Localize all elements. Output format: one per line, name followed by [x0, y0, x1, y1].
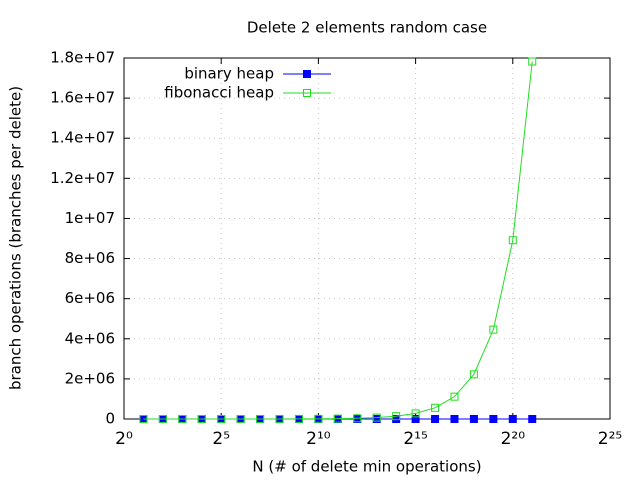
marker: [469, 414, 478, 423]
chart-title: Delete 2 elements random case: [247, 19, 487, 37]
x-tick-label: 2¹⁵: [403, 429, 427, 449]
marker: [411, 409, 420, 418]
y-tick-label: 6e+06: [65, 289, 115, 307]
marker: [314, 414, 323, 423]
series-line: [143, 61, 533, 420]
y-tick-label: 1e+07: [65, 209, 115, 227]
x-tick-label: 2¹⁰: [306, 429, 331, 449]
plot-border: [123, 57, 611, 420]
marker: [392, 412, 401, 421]
x-axis-label: N (# of delete min operations): [252, 458, 481, 476]
marker: [139, 414, 148, 423]
marker: [158, 414, 167, 423]
x-tick-label: 2⁵: [212, 429, 230, 449]
y-tick-label: 1.4e+07: [50, 129, 115, 147]
legend-marker: [303, 70, 311, 78]
marker: [431, 403, 440, 412]
marker: [294, 414, 303, 423]
x-tick-label: 2²⁵: [598, 429, 622, 449]
y-tick-label: 1.8e+07: [50, 49, 115, 67]
y-tick-label: 8e+06: [65, 249, 115, 267]
marker: [256, 414, 265, 423]
y-tick-label: 1.2e+07: [50, 169, 115, 187]
marker: [450, 414, 459, 423]
marker: [450, 392, 459, 401]
marker: [275, 414, 284, 423]
y-tick-label: 1.6e+07: [50, 89, 115, 107]
marker: [431, 414, 440, 423]
legend-label: binary heap: [184, 65, 274, 83]
marker: [489, 325, 498, 334]
y-axis-label: branch operations (branches per delete): [7, 86, 25, 390]
marker: [197, 414, 206, 423]
marker: [236, 414, 245, 423]
marker: [528, 414, 537, 423]
y-tick-label: 2e+06: [65, 369, 115, 387]
legend-label: fibonacci heap: [164, 84, 274, 102]
marker: [508, 236, 517, 245]
marker: [333, 414, 342, 423]
marker: [411, 414, 420, 423]
x-tick-label: 2²⁰: [501, 429, 526, 449]
marker: [469, 370, 478, 379]
marker: [528, 57, 537, 66]
marker: [508, 414, 517, 423]
x-tick-label: 2⁰: [115, 429, 133, 449]
marker: [217, 414, 226, 423]
marker: [178, 414, 187, 423]
y-tick-label: 4e+06: [65, 329, 115, 347]
y-tick-label: 0: [105, 410, 115, 428]
marker: [489, 414, 498, 423]
marker: [353, 414, 362, 423]
marker: [372, 413, 381, 422]
legend-marker: [303, 89, 311, 97]
